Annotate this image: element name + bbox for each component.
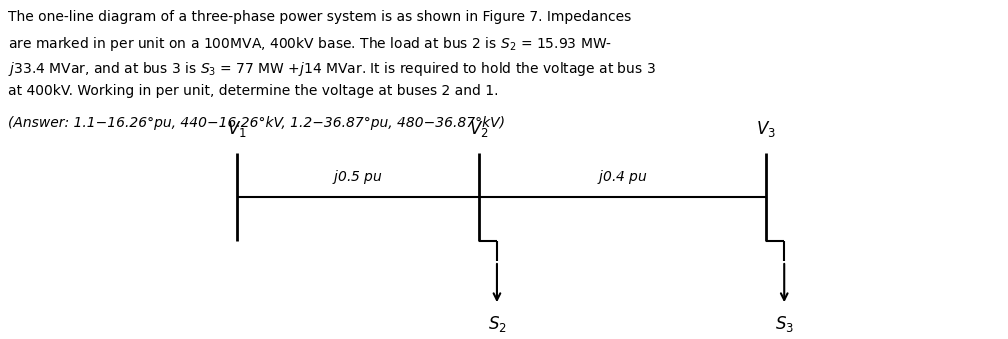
Text: The one-line diagram of a three-phase power system is as shown in Figure 7. Impe: The one-line diagram of a three-phase po… xyxy=(8,10,631,24)
Text: $V_1$: $V_1$ xyxy=(227,119,247,139)
Text: are marked in per unit on a 100MVA, 400kV base. The load at bus 2 is $S_2$ = 15.: are marked in per unit on a 100MVA, 400k… xyxy=(8,35,612,53)
Text: (Answer: 1.1−16.26°pu, 440−16.26°kV, 1.2−36.87°pu, 480−36.87°kV): (Answer: 1.1−16.26°pu, 440−16.26°kV, 1.2… xyxy=(8,116,505,130)
Text: $V_2$: $V_2$ xyxy=(469,119,489,139)
Text: $S_2$: $S_2$ xyxy=(488,314,506,334)
Text: $j$0.5 pu: $j$0.5 pu xyxy=(333,168,383,186)
Text: $j$0.4 pu: $j$0.4 pu xyxy=(597,168,648,186)
Text: at 400kV. Working in per unit, determine the voltage at buses 2 and 1.: at 400kV. Working in per unit, determine… xyxy=(8,84,499,98)
Text: $S_3$: $S_3$ xyxy=(775,314,793,334)
Text: $j$33.4 MVar, and at bus 3 is $S_3$ = 77 MW +$j$14 MVar. It is required to hold : $j$33.4 MVar, and at bus 3 is $S_3$ = 77… xyxy=(8,60,656,78)
Text: $V_3$: $V_3$ xyxy=(756,119,776,139)
